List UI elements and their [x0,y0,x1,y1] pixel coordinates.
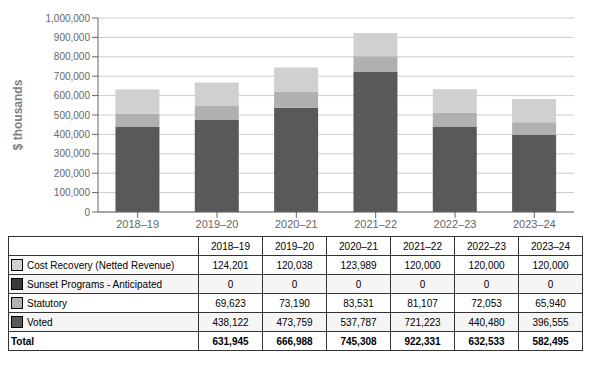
html-text:0: 0 [355,278,362,290]
html-text:72,053: 72,053 [471,297,502,309]
html-text:81,107: 81,107 [407,297,438,309]
html-text:2018–19: 2018–19 [211,240,250,252]
html-text:Statutory: Statutory [27,297,67,309]
html-text:922,331: 922,331 [404,335,441,347]
html-text:83,531: 83,531 [343,297,374,309]
html-text:0: 0 [227,278,234,290]
html-text:0: 0 [419,278,426,290]
html-text:0: 0 [291,278,298,290]
html-text:473,759: 473,759 [276,316,313,328]
html-text:438,122: 438,122 [212,316,249,328]
svg-text:700,000: 700,000 [54,71,91,82]
svg-text:$ thousands: $ thousands [11,79,25,150]
html-text:745,308: 745,308 [340,335,377,347]
html-text:65,940: 65,940 [535,297,566,309]
svg-text:900,000: 900,000 [54,32,91,43]
html-text:2021–22: 2021–22 [403,240,442,252]
html-text:Voted: Voted [27,316,53,328]
html-text:Total: Total [11,335,35,347]
svg-text:2020–21: 2020–21 [275,218,318,230]
svg-text:2022–23: 2022–23 [434,218,477,230]
html-text:631,945: 631,945 [212,335,249,347]
svg-text:0: 0 [84,207,90,218]
svg-text:2023–24: 2023–24 [513,218,556,230]
html-text:666,988: 666,988 [276,335,313,347]
svg-text:100,000: 100,000 [54,187,91,198]
html-text:2023–24: 2023–24 [531,240,570,252]
html-text:Cost Recovery (Netted Revenue): Cost Recovery (Netted Revenue) [27,259,175,271]
svg-text:300,000: 300,000 [54,148,91,159]
html-text:582,495: 582,495 [532,335,569,347]
html-text:0: 0 [547,278,554,290]
html-text:120,038: 120,038 [276,259,313,271]
html-text:396,555: 396,555 [532,316,569,328]
svg-text:500,000: 500,000 [54,110,91,121]
html-text:69,623: 69,623 [215,297,246,309]
svg-text:2021–22: 2021–22 [354,218,397,230]
html-text:632,533: 632,533 [468,335,505,347]
html-text:120,000: 120,000 [404,259,441,271]
html-text:123,989: 123,989 [340,259,377,271]
svg-text:2018–19: 2018–19 [116,218,159,230]
html-text:0: 0 [483,278,490,290]
html-text:124,201: 124,201 [212,259,249,271]
html-text:2020–21: 2020–21 [339,240,378,252]
svg-text:400,000: 400,000 [54,129,91,140]
html-text:721,223: 721,223 [404,316,441,328]
svg-text:600,000: 600,000 [54,90,91,101]
html-text:120,000: 120,000 [468,259,505,271]
svg-text:1,000,000: 1,000,000 [46,13,91,24]
svg-text:2019–20: 2019–20 [196,218,239,230]
html-text:2022–23: 2022–23 [467,240,506,252]
html-text:2019–20: 2019–20 [275,240,314,252]
html-text:Sunset Programs - Anticipated: Sunset Programs - Anticipated [27,278,163,290]
html-text:537,787: 537,787 [340,316,377,328]
svg-text:800,000: 800,000 [54,51,91,62]
html-text:120,000: 120,000 [532,259,569,271]
svg-text:200,000: 200,000 [54,168,91,179]
html-text:73,190: 73,190 [279,297,310,309]
html-text:440,480: 440,480 [468,316,505,328]
